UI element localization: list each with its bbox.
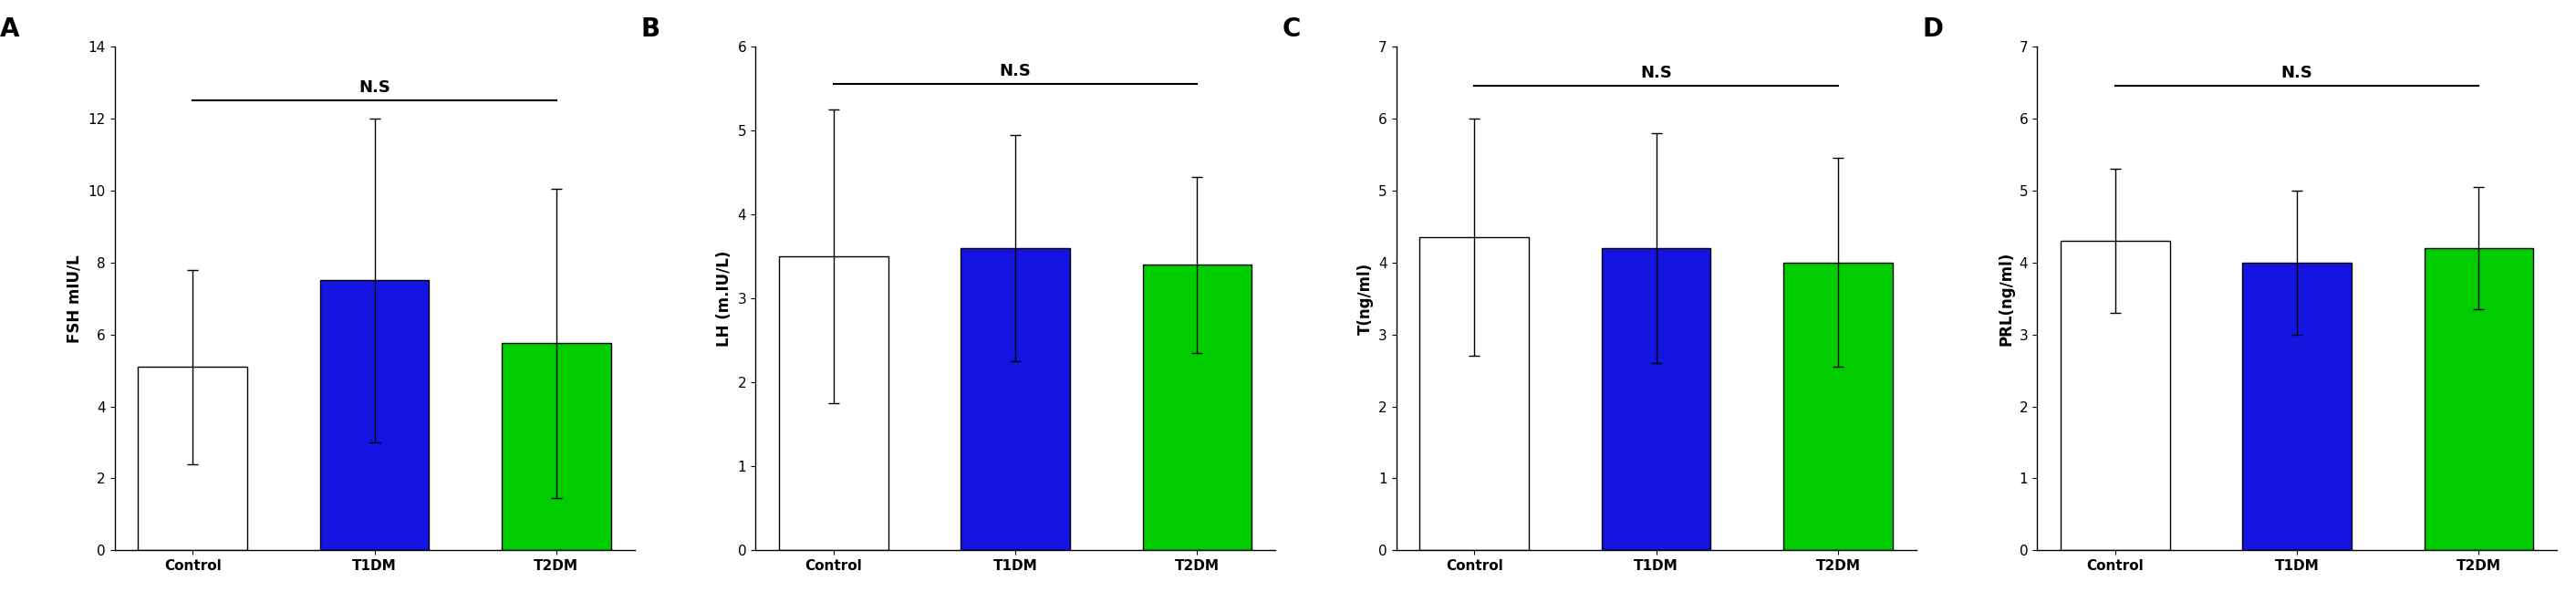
Bar: [2244, 262, 2352, 551]
Text: B: B: [641, 16, 659, 41]
Y-axis label: PRL(ng/ml): PRL(ng/ml): [1999, 252, 2014, 346]
Bar: [2061, 241, 2169, 551]
Bar: [1602, 248, 1710, 551]
Text: N.S: N.S: [358, 79, 392, 95]
Text: A: A: [0, 16, 21, 41]
Text: N.S: N.S: [1641, 65, 1672, 81]
Bar: [2424, 248, 2532, 551]
Bar: [1783, 262, 1893, 551]
Text: C: C: [1283, 16, 1301, 41]
Y-axis label: FSH mIU/L: FSH mIU/L: [67, 255, 82, 343]
Text: N.S: N.S: [999, 63, 1030, 79]
Bar: [778, 256, 889, 551]
Text: D: D: [1922, 16, 1942, 41]
Y-axis label: T(ng/ml): T(ng/ml): [1358, 262, 1373, 334]
Bar: [502, 343, 611, 551]
Bar: [1144, 265, 1252, 551]
Bar: [961, 248, 1069, 551]
Bar: [1419, 237, 1530, 551]
Text: N.S: N.S: [2282, 65, 2313, 81]
Bar: [139, 367, 247, 551]
Y-axis label: LH (m.IU/L): LH (m.IU/L): [716, 250, 732, 346]
Bar: [319, 281, 430, 551]
